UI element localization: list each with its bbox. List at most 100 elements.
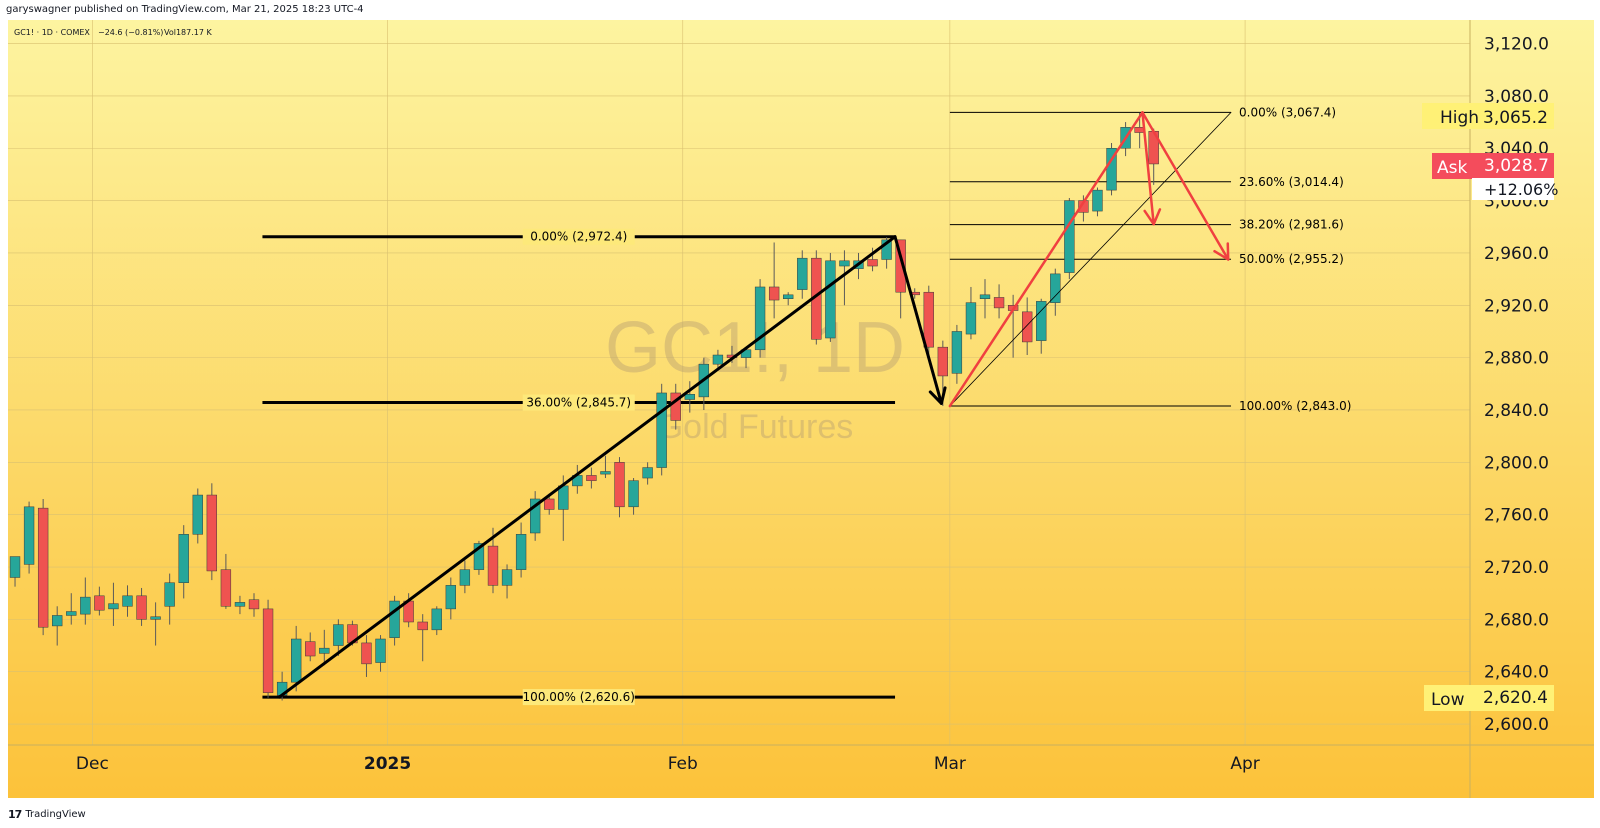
candle-body: [164, 582, 175, 607]
candle-body: [37, 507, 49, 628]
ask-label: Ask: [1437, 158, 1467, 178]
candle-body: [1064, 200, 1075, 273]
candle-body: [431, 608, 442, 631]
candle-body: [501, 569, 513, 586]
candle-body: [670, 392, 681, 421]
price-tick-label: 3,120.0: [1484, 35, 1549, 55]
fib-level-label: 100.00% (2,620.6): [523, 690, 635, 704]
red-trend-up[interactable]: [948, 111, 1144, 408]
footer: 17 TradingView: [8, 808, 86, 821]
fibonacci-retracements[interactable]: 0.00% (2,972.4) 36.00% (2,845.7) 100.00% (…: [262, 105, 1351, 706]
candle-body: [291, 638, 302, 683]
candle-body: [459, 569, 471, 586]
price-badges: High 3,065.2 Ask 3,028.7 +12.06% Low 2,6…: [1422, 103, 1558, 711]
red-arrow-head[interactable]: [1143, 208, 1162, 226]
fib-level-label: 23.60% (3,014.4): [1239, 175, 1344, 189]
candle-body: [305, 641, 316, 657]
legend-volume: Vol187.17 K: [164, 28, 213, 37]
candle-body: [628, 480, 639, 508]
trend-lines[interactable]: [277, 111, 1232, 699]
fib-label-background: [522, 228, 635, 245]
fib-label-background: [522, 394, 635, 411]
candle-body: [248, 599, 260, 610]
price-tick-label: 3,080.0: [1484, 87, 1549, 107]
fib-level-label: 100.00% (2,843.0): [1239, 399, 1351, 413]
trend-arrow-head[interactable]: [928, 386, 947, 405]
axis-background: [1500, 20, 1594, 798]
candle-body: [94, 595, 105, 611]
watermark-description: Gold Futures: [657, 408, 854, 446]
time-tick-label: Dec: [76, 754, 109, 774]
high-label: High: [1440, 108, 1479, 128]
candle-body: [529, 498, 541, 534]
candle-body: [262, 608, 274, 693]
candle-body: [52, 615, 63, 627]
candle-body: [23, 506, 35, 565]
ask-value: 3,028.7: [1484, 156, 1549, 176]
red-arrow-long[interactable]: [1141, 111, 1230, 261]
plot-background: [8, 20, 1500, 798]
candle-body: [937, 346, 949, 377]
candle-body: [544, 498, 555, 510]
candle-body: [9, 556, 21, 578]
price-tick-label: 2,640.0: [1484, 663, 1549, 683]
high-badge: [1422, 103, 1554, 129]
price-tick-label: 2,720.0: [1484, 558, 1549, 578]
time-axis[interactable]: Dec 2025 Feb Mar Apr: [8, 744, 1594, 774]
time-tick-label: Mar: [934, 754, 966, 774]
candle-body: [417, 621, 428, 631]
change-badge: [1472, 178, 1554, 200]
trend-line-down[interactable]: [893, 235, 943, 405]
fib-label-background: [522, 689, 635, 706]
candle-body: [333, 624, 344, 646]
candle-body: [192, 494, 203, 535]
candle-body: [684, 394, 695, 400]
fib-level-label: 50.00% (2,955.2): [1239, 252, 1344, 266]
candle-body: [66, 611, 77, 616]
candle-body: [895, 239, 906, 293]
candle-body: [797, 257, 808, 290]
trend-line-up[interactable]: [277, 235, 897, 699]
candle-body: [234, 602, 246, 607]
candle-body: [825, 260, 836, 339]
candle-body: [600, 471, 611, 475]
candle-body: [867, 259, 878, 267]
red-arrow-short[interactable]: [1141, 111, 1155, 226]
footer-brand: TradingView: [25, 809, 86, 820]
candle-body: [881, 239, 892, 260]
red-arrow-head[interactable]: [1213, 242, 1230, 261]
candle-body: [122, 595, 133, 607]
price-tick-label: 2,960.0: [1484, 244, 1549, 264]
price-tick-label: 2,600.0: [1484, 715, 1549, 735]
candle-body: [558, 485, 569, 510]
candle-body: [136, 595, 147, 620]
time-tick-label: 2025: [364, 754, 411, 774]
candle-body: [614, 462, 625, 508]
change-pct: +12.06%: [1484, 180, 1558, 199]
fib-level-label: 38.20% (2,981.6): [1239, 218, 1344, 232]
fib-diagonal[interactable]: [949, 111, 1232, 407]
candle-body: [108, 603, 119, 610]
candle-body: [951, 331, 963, 374]
candle-body: [642, 467, 653, 479]
candle-body: [923, 291, 934, 348]
low-value: 2,620.4: [1483, 688, 1548, 708]
price-tick-label: 2,920.0: [1484, 296, 1549, 316]
candle-body: [473, 543, 485, 570]
price-tick-label: 2,680.0: [1484, 610, 1549, 630]
legend-change: −24.6 (−0.81%): [98, 28, 163, 37]
fib-level-label: 36.00% (2,845.7): [526, 396, 631, 410]
candle-body: [754, 286, 766, 351]
candle-body: [839, 260, 850, 267]
tradingview-logo-icon: 17: [8, 808, 22, 821]
price-tick-label: 2,840.0: [1484, 401, 1549, 421]
candle-body: [150, 616, 161, 620]
candle-body: [375, 638, 386, 663]
candle-body: [656, 392, 667, 468]
candle-body: [993, 297, 1005, 309]
price-tick-label: 2,880.0: [1484, 349, 1549, 369]
ask-badge: [1432, 153, 1554, 179]
candle-body: [712, 354, 724, 365]
time-tick-label: Apr: [1230, 754, 1259, 774]
